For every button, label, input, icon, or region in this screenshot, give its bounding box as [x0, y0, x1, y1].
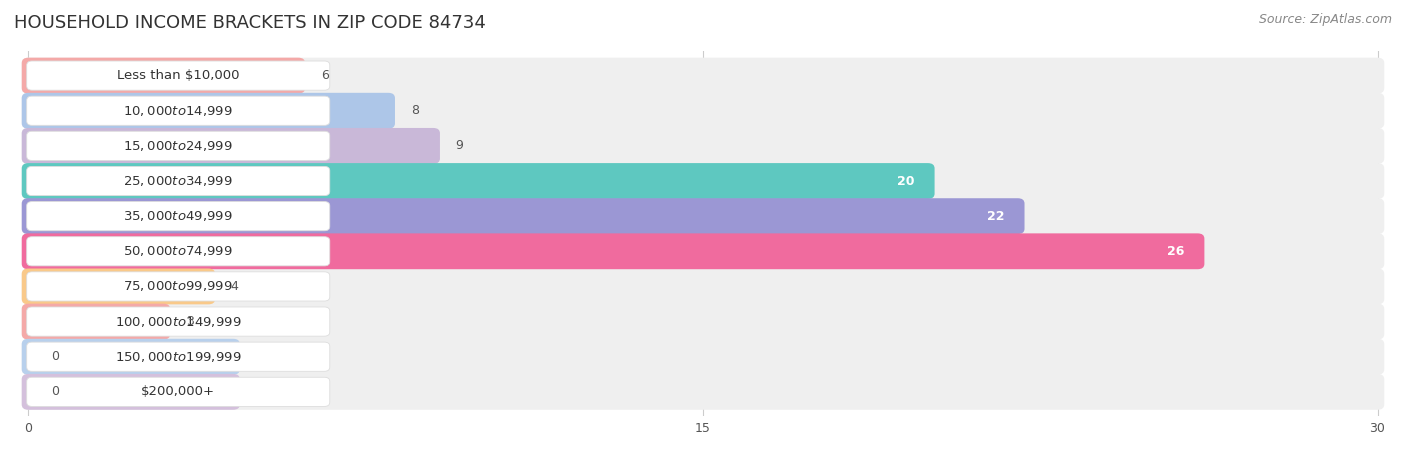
FancyBboxPatch shape: [27, 377, 330, 406]
FancyBboxPatch shape: [21, 304, 1385, 339]
FancyBboxPatch shape: [21, 304, 170, 339]
FancyBboxPatch shape: [27, 237, 330, 266]
FancyBboxPatch shape: [21, 269, 1385, 304]
Text: $100,000 to $149,999: $100,000 to $149,999: [115, 315, 242, 328]
FancyBboxPatch shape: [21, 163, 935, 199]
Text: 4: 4: [231, 280, 239, 293]
Text: $50,000 to $74,999: $50,000 to $74,999: [124, 244, 233, 258]
FancyBboxPatch shape: [27, 342, 330, 371]
Text: 20: 20: [897, 175, 914, 188]
FancyBboxPatch shape: [21, 374, 240, 410]
Text: 0: 0: [51, 350, 59, 363]
FancyBboxPatch shape: [27, 202, 330, 231]
Text: $75,000 to $99,999: $75,000 to $99,999: [124, 279, 233, 293]
FancyBboxPatch shape: [27, 61, 330, 90]
Text: $35,000 to $49,999: $35,000 to $49,999: [124, 209, 233, 223]
FancyBboxPatch shape: [21, 93, 1385, 129]
FancyBboxPatch shape: [21, 58, 1385, 94]
Text: $200,000+: $200,000+: [141, 385, 215, 398]
Text: 26: 26: [1167, 245, 1184, 258]
FancyBboxPatch shape: [27, 272, 330, 301]
FancyBboxPatch shape: [27, 96, 330, 126]
Text: $15,000 to $24,999: $15,000 to $24,999: [124, 139, 233, 153]
Text: 6: 6: [321, 69, 329, 82]
FancyBboxPatch shape: [21, 58, 305, 94]
FancyBboxPatch shape: [21, 93, 395, 129]
Text: $150,000 to $199,999: $150,000 to $199,999: [115, 350, 242, 364]
FancyBboxPatch shape: [27, 166, 330, 196]
Text: 3: 3: [186, 315, 194, 328]
FancyBboxPatch shape: [21, 198, 1385, 234]
Text: $25,000 to $34,999: $25,000 to $34,999: [124, 174, 233, 188]
Text: $10,000 to $14,999: $10,000 to $14,999: [124, 104, 233, 118]
FancyBboxPatch shape: [21, 269, 215, 304]
Text: HOUSEHOLD INCOME BRACKETS IN ZIP CODE 84734: HOUSEHOLD INCOME BRACKETS IN ZIP CODE 84…: [14, 14, 486, 32]
FancyBboxPatch shape: [21, 163, 1385, 199]
FancyBboxPatch shape: [21, 339, 1385, 375]
FancyBboxPatch shape: [21, 128, 1385, 164]
Text: Less than $10,000: Less than $10,000: [117, 69, 239, 82]
Text: 0: 0: [51, 385, 59, 398]
Text: 22: 22: [987, 210, 1004, 223]
FancyBboxPatch shape: [21, 339, 240, 375]
FancyBboxPatch shape: [21, 198, 1025, 234]
FancyBboxPatch shape: [27, 307, 330, 336]
Text: 9: 9: [456, 140, 464, 153]
FancyBboxPatch shape: [27, 131, 330, 161]
FancyBboxPatch shape: [21, 128, 440, 164]
FancyBboxPatch shape: [21, 234, 1385, 269]
Text: Source: ZipAtlas.com: Source: ZipAtlas.com: [1258, 14, 1392, 27]
FancyBboxPatch shape: [21, 234, 1205, 269]
FancyBboxPatch shape: [21, 374, 1385, 410]
Text: 8: 8: [411, 104, 419, 117]
